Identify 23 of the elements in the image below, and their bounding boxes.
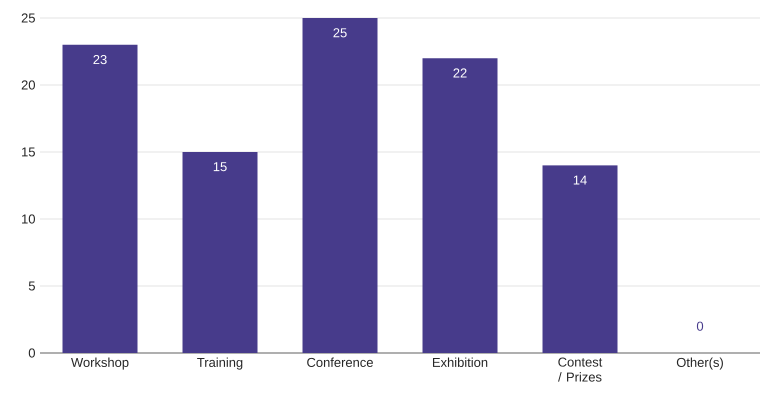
bar	[62, 44, 138, 353]
x-tick-label: Exhibition	[432, 358, 488, 368]
y-tick-label: 10	[22, 214, 35, 224]
data-label: 25	[333, 28, 347, 38]
data-label: 14	[574, 176, 587, 185]
y-tick-label: 0	[28, 348, 35, 358]
x-tick-label: Other(s)	[676, 358, 723, 370]
x-tick-label: Contest / Prizes	[558, 358, 602, 382]
bar	[542, 165, 618, 353]
bar	[302, 18, 378, 353]
bar	[182, 152, 258, 353]
data-label: 0	[696, 322, 704, 331]
x-tick-label: Conference	[307, 358, 373, 368]
data-label: 22	[453, 68, 467, 78]
bar	[422, 58, 498, 353]
y-tick-label: 20	[22, 80, 35, 90]
y-tick-label: 5	[28, 281, 35, 291]
y-tick-label: 25	[22, 13, 35, 23]
data-label: 23	[93, 54, 107, 64]
x-tick-label: Workshop	[71, 358, 128, 370]
data-label: 15	[214, 162, 227, 172]
y-tick-label: 15	[22, 147, 35, 157]
x-tick-label: Training	[197, 358, 242, 370]
